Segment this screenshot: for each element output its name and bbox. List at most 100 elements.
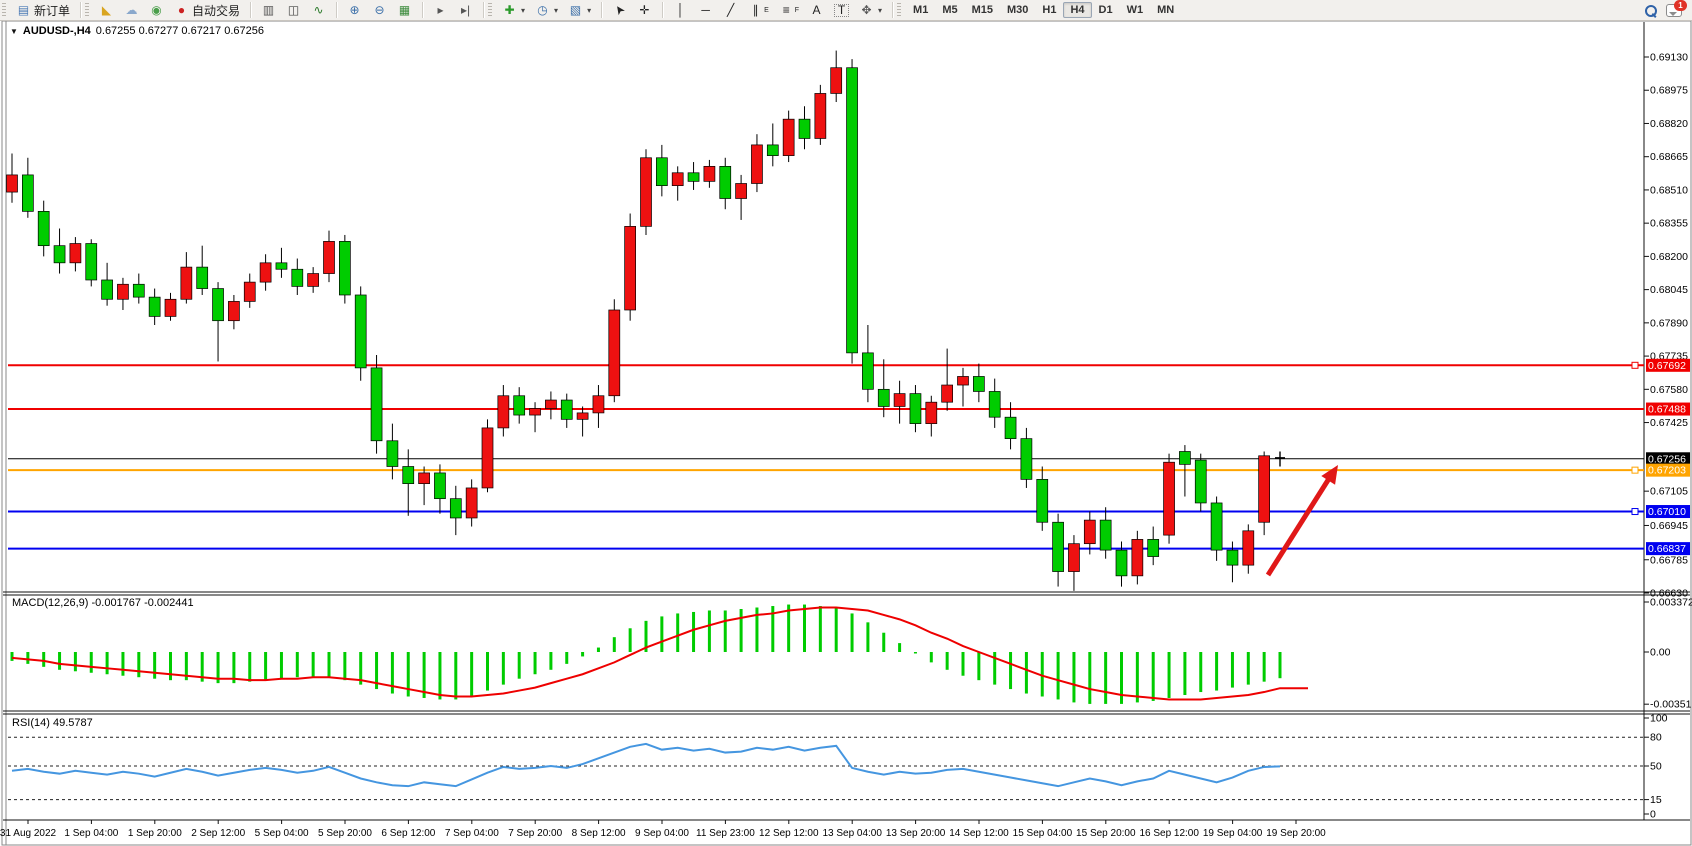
- signals-icon: ◉: [151, 3, 162, 17]
- time-axis-label: 1 Sep 20:00: [128, 828, 182, 839]
- time-axis-label: 9 Sep 04:00: [635, 828, 689, 839]
- time-axis-label: 16 Sep 12:00: [1139, 828, 1199, 839]
- toolbar-right: 1: [1645, 0, 1692, 18]
- text-icon[interactable]: A: [804, 1, 829, 19]
- timeframe-h4[interactable]: H4: [1063, 2, 1092, 18]
- zoom-in-icon: ⊕: [349, 3, 360, 17]
- timeframe-m30[interactable]: M30: [1007, 4, 1029, 16]
- cursor-icon[interactable]: ➤: [607, 1, 632, 19]
- trendline-icon[interactable]: ╱: [718, 1, 743, 19]
- chat-badge: 1: [1674, 0, 1687, 11]
- equidistant-channel-icon: ∥: [752, 3, 759, 17]
- price-line-label-text: 0.67010: [1648, 506, 1686, 518]
- macd-signal-line: [11, 606, 1308, 701]
- profile-icon[interactable]: ◣: [94, 1, 119, 19]
- timeframe-d1[interactable]: D1: [1098, 4, 1113, 16]
- rsi-tick-label: 50: [1650, 761, 1662, 773]
- cursor-icon: ➤: [610, 1, 629, 19]
- time-axis-label: 5 Sep 20:00: [318, 828, 372, 839]
- indicators-icon[interactable]: ✚ ▾: [497, 1, 530, 19]
- horizontal-line-icon: ─: [701, 3, 710, 17]
- price-tick-label: 0.68975: [1650, 85, 1688, 97]
- price-tick-label: 0.66785: [1650, 554, 1688, 566]
- tile-windows-icon[interactable]: ▦: [392, 1, 417, 19]
- timeframe-toolbar: M1 M5 M15 M30 H1 H4 D1 W1 MN: [903, 0, 1184, 20]
- price-line-label-text: 0.66837: [1648, 543, 1686, 555]
- dropdown-caret-icon[interactable]: ▾: [587, 5, 592, 15]
- line-handle[interactable]: [1631, 466, 1639, 474]
- time-axis-label: 11 Sep 23:00: [696, 828, 755, 839]
- price-tick-label: 0.68045: [1650, 284, 1688, 296]
- time-axis-label: 1 Sep 04:00: [64, 828, 118, 839]
- toolbar-separator: [601, 2, 603, 18]
- toolbar-separator: [250, 2, 252, 18]
- fibonacci-icon: ≡: [782, 3, 790, 17]
- price-line-label: [1646, 505, 1690, 519]
- chart-shift-icon: ▸|: [460, 3, 471, 17]
- timeframe-mn[interactable]: MN: [1157, 4, 1175, 16]
- indicators-icon: ✚: [504, 3, 515, 17]
- toolbar-grip: [2, 3, 6, 17]
- new-order-button-label: 新订单: [34, 3, 71, 18]
- rsi-tick-label: 100: [1650, 713, 1668, 725]
- toolbar-separator: [422, 2, 424, 18]
- macd-indicator-label: MACD(12,26,9) -0.001767 -0.002441: [12, 597, 194, 609]
- icon-subscript: E: [764, 6, 769, 14]
- text-label-icon: T: [834, 3, 850, 17]
- new-order-button[interactable]: ▤ 新订单: [11, 0, 75, 21]
- fibonacci-icon[interactable]: ≡ F: [774, 1, 804, 19]
- auto-trading-button[interactable]: ● 自动交易: [169, 0, 245, 21]
- timeframe-m5[interactable]: M5: [942, 4, 958, 16]
- market-watch-cloud-icon: ☁: [125, 3, 138, 17]
- price-line-label-text: 0.67203: [1648, 465, 1686, 477]
- chat-icon[interactable]: 1: [1666, 0, 1687, 17]
- chart-title: ▼ AUDUSD-,H4 0.67255 0.67277 0.67217 0.6…: [10, 25, 264, 37]
- equidistant-channel-icon[interactable]: ∥ E: [743, 1, 774, 19]
- signals-icon[interactable]: ◉: [144, 1, 169, 19]
- templates-icon[interactable]: ▧ ▾: [563, 1, 596, 19]
- vertical-line-icon[interactable]: │: [668, 1, 693, 19]
- timeframe-m1[interactable]: M1: [913, 4, 929, 16]
- arrows-icon: ✥: [861, 3, 872, 17]
- dropdown-caret-icon[interactable]: ▾: [554, 5, 559, 15]
- line-handle[interactable]: [1631, 361, 1639, 369]
- price-line-label-text: 0.67488: [1648, 404, 1686, 416]
- timeframe-w1[interactable]: W1: [1126, 4, 1144, 16]
- periods-icon[interactable]: ◷ ▾: [530, 1, 563, 19]
- line-handle[interactable]: [1631, 508, 1639, 516]
- timeframe-m15[interactable]: M15: [971, 4, 994, 16]
- time-axis-label: 5 Sep 04:00: [255, 828, 309, 839]
- arrows-icon[interactable]: ✥ ▾: [854, 1, 887, 19]
- horizontal-line-icon[interactable]: ─: [693, 1, 718, 19]
- arrow-annotation[interactable]: [1265, 465, 1338, 577]
- candlestick-chart-icon[interactable]: ◫: [281, 1, 306, 19]
- zoom-out-icon[interactable]: ⊖: [367, 1, 392, 19]
- chart-shift-icon[interactable]: ▸|: [453, 1, 478, 19]
- toolbar-separator: [892, 2, 894, 18]
- symbol-name: AUDUSD-,H4: [22, 25, 91, 37]
- rsi-tick-label: 15: [1650, 794, 1662, 806]
- bar-chart-icon[interactable]: ▥: [256, 1, 281, 19]
- time-axis-label: 2 Sep 12:00: [191, 828, 245, 839]
- text-label-icon[interactable]: T: [829, 2, 854, 19]
- time-axis: 31 Aug 2022 1 Sep 04:00 1 Sep 20:00 2 Sep 1…: [0, 820, 1326, 839]
- rsi-tick-label: 80: [1650, 732, 1662, 744]
- time-axis-label: 31 Aug 2022: [0, 828, 57, 839]
- dropdown-caret-icon[interactable]: ▾: [878, 5, 883, 15]
- market-watch-cloud-icon[interactable]: ☁: [119, 1, 144, 19]
- dropdown-caret-icon[interactable]: ▾: [521, 5, 526, 15]
- zoom-in-icon[interactable]: ⊕: [342, 1, 367, 19]
- search-icon[interactable]: [1645, 4, 1657, 18]
- new-order-icon: ▤: [17, 3, 30, 17]
- time-axis-label: 13 Sep 04:00: [822, 828, 882, 839]
- chart-menu-arrow-icon[interactable]: ▼: [10, 26, 18, 36]
- auto-scroll-icon[interactable]: ▸: [428, 1, 453, 19]
- line-chart-icon[interactable]: ∿: [306, 1, 331, 19]
- crosshair-icon[interactable]: ✛: [632, 1, 657, 19]
- timeframe-h1[interactable]: H1: [1042, 4, 1057, 16]
- text-icon: A: [812, 3, 821, 17]
- time-axis-label: 7 Sep 20:00: [508, 828, 562, 839]
- price-line-label: [1646, 463, 1690, 477]
